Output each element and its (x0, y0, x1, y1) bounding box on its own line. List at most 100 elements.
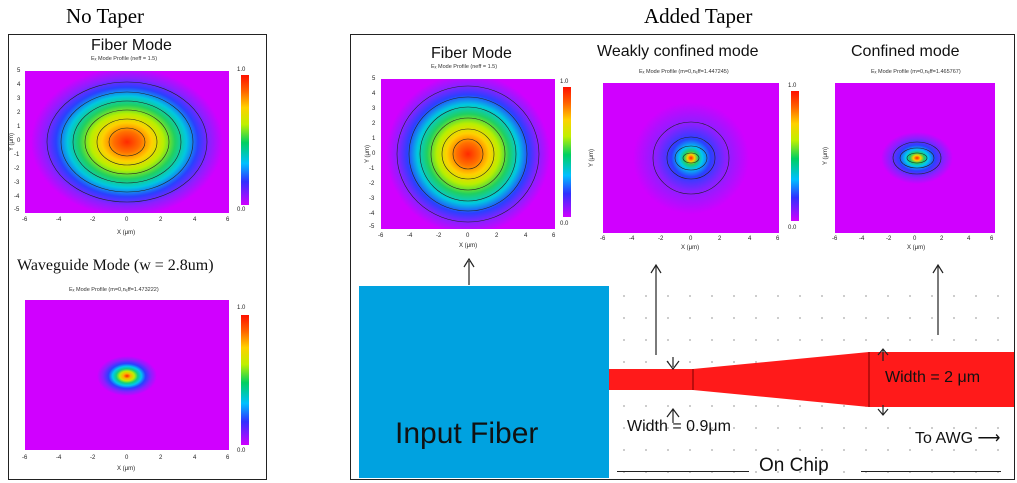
waveguide-mode-heading: Waveguide Mode (w = 2.8um) (17, 257, 214, 274)
ytick: 1 (17, 124, 21, 130)
width-small-label: Width = 0.9μm (627, 418, 731, 435)
taper-shape (609, 352, 1014, 407)
xtick: 6 (990, 236, 994, 242)
ytick: -1 (369, 166, 375, 172)
mode3-image (835, 83, 995, 233)
xtick: -6 (22, 217, 28, 223)
ytick: -1 (14, 152, 20, 158)
xtick: -2 (90, 217, 96, 223)
ytick: -4 (369, 211, 375, 217)
left-waveguide-mode-plot (25, 300, 229, 450)
mode1-cbar-bottom: 0.0 (560, 221, 569, 227)
left-fiber-mode-image (25, 68, 229, 216)
left-fiber-colorbar (241, 75, 249, 205)
mode2-title: Weakly confined mode (597, 43, 759, 60)
xtick: 6 (226, 455, 230, 461)
ytick: 2 (372, 121, 376, 127)
left-fiber-cbar-top: 1.0 (237, 67, 246, 73)
left-fiber-mode-plot (25, 68, 229, 216)
mode1-colorbar (563, 87, 571, 217)
ytick: 2 (17, 110, 21, 116)
mode3-xlabel: X (μm) (907, 245, 926, 251)
xtick: 2 (159, 455, 163, 461)
left-fiber-xticks: -6 -4 -2 0 2 4 6 (22, 217, 230, 225)
mode3-subtitle: Eₓ Mode Profile (m=0,nₑff=1.465767) (871, 69, 961, 75)
left-fiber-title: Fiber Mode (91, 37, 172, 54)
xtick: 4 (967, 236, 971, 242)
on-chip-label: On Chip (759, 455, 829, 476)
mode1-yticks: 5 4 3 2 1 0 -1 -2 -3 -4 -5 (369, 76, 379, 230)
xtick: -6 (832, 236, 838, 242)
left-wg-cbar-bottom: 0.0 (237, 448, 246, 454)
xtick: 2 (718, 236, 722, 242)
mode1-plot (381, 74, 555, 234)
xtick: 0 (913, 236, 917, 242)
left-wg-colorbar (241, 315, 249, 445)
left-wg-cbar-top: 1.0 (237, 305, 246, 311)
xtick: 2 (495, 233, 499, 239)
ytick: 3 (372, 106, 376, 112)
mode2-subtitle: Eₓ Mode Profile (m=0,nₑff=1.447245) (639, 69, 729, 75)
xtick: -4 (56, 455, 62, 461)
xtick: 4 (193, 455, 197, 461)
xtick: 0 (125, 455, 129, 461)
ytick: 4 (372, 91, 376, 97)
mode1-title: Fiber Mode (431, 45, 512, 62)
mode2-plot (603, 83, 779, 233)
xtick: 0 (466, 233, 470, 239)
mode3-xticks: -6 -4 -2 0 2 4 6 (832, 236, 995, 244)
left-wg-xticks: -6 -4 -2 0 2 4 6 (22, 455, 230, 463)
mode2-cbar-top: 1.0 (788, 83, 797, 89)
xtick: -4 (56, 217, 62, 223)
added-taper-heading: Added Taper (644, 4, 753, 28)
on-chip-line-left (617, 471, 749, 472)
waveguide-taper (609, 352, 1014, 407)
xtick: -2 (436, 233, 442, 239)
mode2-xlabel: X (μm) (681, 245, 700, 251)
xtick: 4 (193, 217, 197, 223)
xtick: 0 (125, 217, 129, 223)
left-fiber-cbar-bottom: 0.0 (237, 207, 246, 213)
ytick: 1 (372, 136, 376, 142)
mode1-xlabel: X (μm) (459, 243, 478, 249)
ytick: 0 (17, 138, 21, 144)
mode1-xticks: -6 -4 -2 0 2 4 6 (378, 233, 556, 241)
mode2-cbar-bottom: 0.0 (788, 225, 797, 231)
ytick: -5 (14, 207, 20, 213)
to-awg-label: To AWG ⟶ (915, 430, 1001, 447)
xtick: 2 (940, 236, 944, 242)
xtick: 4 (524, 233, 528, 239)
mode2-ylabel: Y (μm) (589, 148, 596, 168)
xtick: -6 (600, 236, 606, 242)
ytick: -4 (14, 194, 20, 200)
no-taper-heading: No Taper (66, 4, 145, 28)
ytick: -5 (369, 224, 375, 230)
mode1-subtitle: Eₓ Mode Profile (neff = 1.5) (431, 64, 498, 70)
xtick: -2 (658, 236, 664, 242)
left-wg-xlabel: X (μm) (117, 466, 136, 472)
xtick: 6 (226, 217, 230, 223)
ytick: 5 (17, 68, 21, 74)
left-fiber-subtitle: Eₓ Mode Profile (neff = 1.5) (91, 56, 158, 62)
xtick: 6 (776, 236, 780, 242)
on-chip-line-right (861, 471, 1001, 472)
left-waveguide-mode-image (25, 300, 229, 450)
no-taper-panel: Fiber Mode Eₓ Mode Profile (neff = 1.5) (8, 34, 267, 480)
left-fiber-yticks: 5 4 3 2 1 0 -1 -2 -3 -4 -5 (14, 68, 24, 213)
ytick: 0 (372, 151, 376, 157)
mode2-xticks: -6 -4 -2 0 2 4 6 (600, 236, 780, 244)
pointer-arrows (463, 257, 944, 423)
mode3-ylabel: Y (μm) (823, 146, 830, 166)
width-large-label: Width = 2 μm (885, 369, 981, 386)
ytick: 4 (17, 82, 21, 88)
input-fiber-block (359, 286, 609, 478)
left-fiber-xlabel: X (μm) (117, 230, 136, 236)
xtick: 0 (689, 236, 693, 242)
xtick: -6 (22, 455, 28, 461)
xtick: 4 (748, 236, 752, 242)
mode1-cbar-top: 1.0 (560, 79, 569, 85)
xtick: 2 (159, 217, 163, 223)
ytick: -2 (369, 181, 375, 187)
left-wg-subtitle: Eₓ Mode Profile (m=0,nₑff=1.473222) (69, 287, 159, 293)
xtick: 6 (552, 233, 556, 239)
